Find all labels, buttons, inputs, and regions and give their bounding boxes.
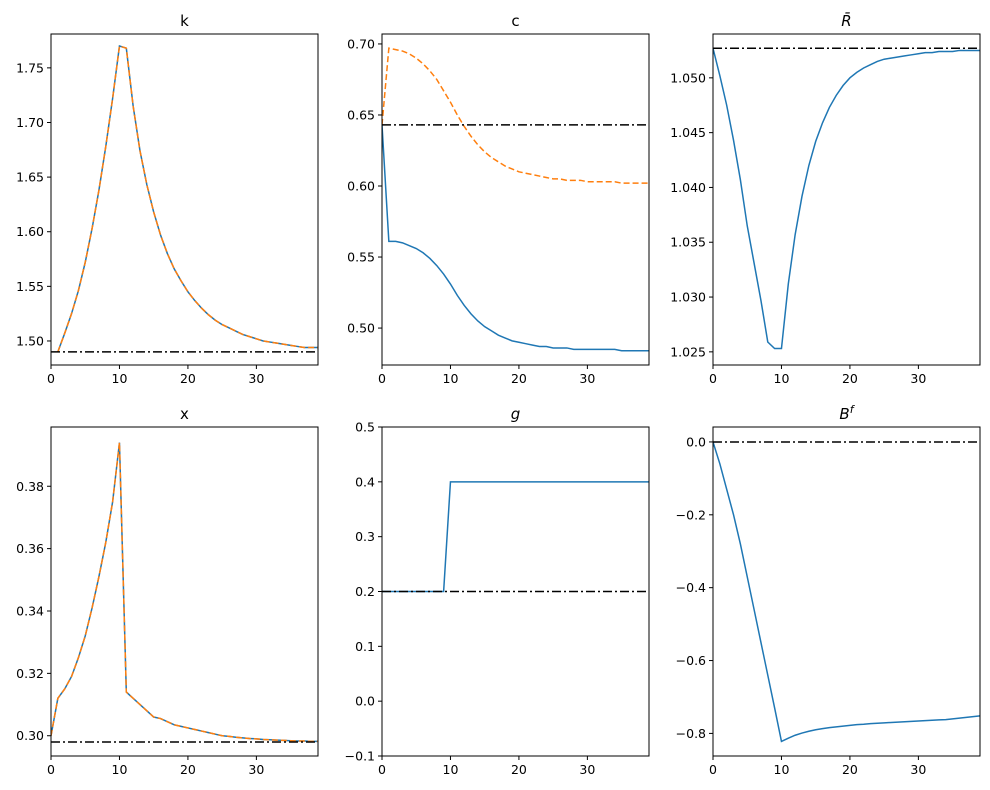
y-tick-label: 0.36 bbox=[16, 541, 44, 556]
x-tick-label: 20 bbox=[180, 371, 196, 386]
x-tick-label: 30 bbox=[248, 371, 264, 386]
subplot-title: R̄ bbox=[841, 11, 851, 30]
axes-frame bbox=[712, 33, 981, 366]
x-tick-label: 30 bbox=[248, 762, 264, 777]
y-tick-label: −0.6 bbox=[676, 653, 706, 668]
series-line-2 bbox=[57, 45, 318, 353]
subplot-title: Bf bbox=[839, 403, 855, 423]
x-tick-label: 0 bbox=[47, 371, 55, 386]
x-tick-label: 10 bbox=[774, 371, 790, 386]
y-tick-label: 0.38 bbox=[16, 479, 44, 494]
subplot-1: 0 10 20 30 1.50 1.55 1.60 1.65 1.70 1.75 k bbox=[16, 12, 319, 386]
subplot-4: 0 10 20 30 0.30 0.32 0.34 0.36 0.38 x bbox=[16, 405, 319, 777]
x-tick-label: 10 bbox=[443, 762, 459, 777]
axes-frame bbox=[50, 33, 319, 366]
y-tick-label: 0.4 bbox=[355, 474, 375, 489]
x-tick-label: 10 bbox=[112, 762, 128, 777]
series-line-1 bbox=[713, 441, 980, 743]
subplot-2: 0 10 20 30 0.50 0.55 0.60 0.65 0.70 c bbox=[347, 12, 650, 386]
y-tick-label: −0.1 bbox=[345, 749, 375, 764]
x-tick-label: 0 bbox=[709, 762, 717, 777]
subplot-title: k bbox=[180, 12, 189, 30]
x-tick-label: 20 bbox=[180, 762, 196, 777]
subplot-title: x bbox=[180, 405, 189, 423]
y-tick-label: 1.60 bbox=[16, 224, 44, 239]
y-tick-label: 0.70 bbox=[347, 36, 375, 51]
y-tick-label: 1.025 bbox=[670, 344, 706, 359]
y-tick-label: 0.60 bbox=[347, 179, 375, 194]
y-tick-label: 0.0 bbox=[355, 694, 375, 709]
y-tick-label: 0.2 bbox=[355, 584, 375, 599]
x-tick-label: 20 bbox=[511, 762, 527, 777]
x-tick-label: 0 bbox=[378, 762, 386, 777]
y-tick-label: 0.30 bbox=[16, 728, 44, 743]
y-tick-label: 1.75 bbox=[16, 60, 44, 75]
y-tick-label: 0.65 bbox=[347, 107, 375, 122]
subplot-title: c bbox=[511, 12, 519, 30]
y-tick-label: 1.040 bbox=[670, 180, 706, 195]
y-tick-label: 1.035 bbox=[670, 235, 706, 250]
x-tick-label: 30 bbox=[910, 762, 926, 777]
y-tick-label: 0.3 bbox=[355, 529, 375, 544]
subplot-6: 0 10 20 30 −0.8 −0.6 −0.4 −0.2 0.0 Bf bbox=[676, 403, 981, 777]
x-tick-label: 30 bbox=[579, 762, 595, 777]
series-line-1 bbox=[382, 481, 649, 593]
subplot-title: g bbox=[511, 405, 521, 423]
y-tick-label: 1.030 bbox=[670, 290, 706, 305]
series-line-2 bbox=[51, 442, 318, 743]
y-tick-label: 1.050 bbox=[670, 70, 706, 85]
x-tick-label: 20 bbox=[842, 762, 858, 777]
y-tick-label: 1.55 bbox=[16, 279, 44, 294]
x-tick-label: 20 bbox=[842, 371, 858, 386]
x-tick-label: 0 bbox=[378, 371, 386, 386]
x-tick-label: 0 bbox=[709, 371, 717, 386]
y-tick-label: 0.5 bbox=[355, 420, 375, 435]
y-tick-label: 1.50 bbox=[16, 333, 44, 348]
y-tick-label: 0.50 bbox=[347, 321, 375, 336]
x-tick-label: 30 bbox=[910, 371, 926, 386]
series-line-2 bbox=[382, 47, 649, 184]
x-tick-label: 20 bbox=[511, 371, 527, 386]
y-tick-label: −0.4 bbox=[676, 580, 706, 595]
y-tick-label: 0.32 bbox=[16, 666, 44, 681]
x-tick-label: 10 bbox=[774, 762, 790, 777]
y-tick-label: 0.0 bbox=[686, 434, 706, 449]
x-tick-label: 30 bbox=[579, 371, 595, 386]
y-tick-label: 0.34 bbox=[16, 603, 44, 618]
subplot-3: 0 10 20 30 1.025 1.030 1.035 1.040 1.045 1.050 R̄ bbox=[670, 11, 981, 386]
x-tick-label: 10 bbox=[443, 371, 459, 386]
y-tick-label: −0.8 bbox=[676, 726, 706, 741]
axes-frame bbox=[381, 33, 650, 366]
axes-frame bbox=[712, 426, 981, 757]
y-tick-label: 0.55 bbox=[347, 250, 375, 265]
y-tick-label: 0.1 bbox=[355, 639, 375, 654]
x-tick-label: 10 bbox=[112, 371, 128, 386]
x-tick-label: 0 bbox=[47, 762, 55, 777]
series-line-1 bbox=[713, 48, 980, 350]
y-tick-label: −0.2 bbox=[676, 507, 706, 522]
y-tick-label: 1.70 bbox=[16, 115, 44, 130]
series-line-1 bbox=[382, 124, 649, 352]
y-tick-label: 1.65 bbox=[16, 170, 44, 185]
y-tick-label: 1.045 bbox=[670, 125, 706, 140]
series-line-1 bbox=[51, 442, 318, 743]
axes-frame bbox=[50, 426, 319, 757]
subplot-5: 0 10 20 30 −0.1 0.0 0.1 0.2 0.3 0.4 0.5 g bbox=[345, 405, 650, 777]
